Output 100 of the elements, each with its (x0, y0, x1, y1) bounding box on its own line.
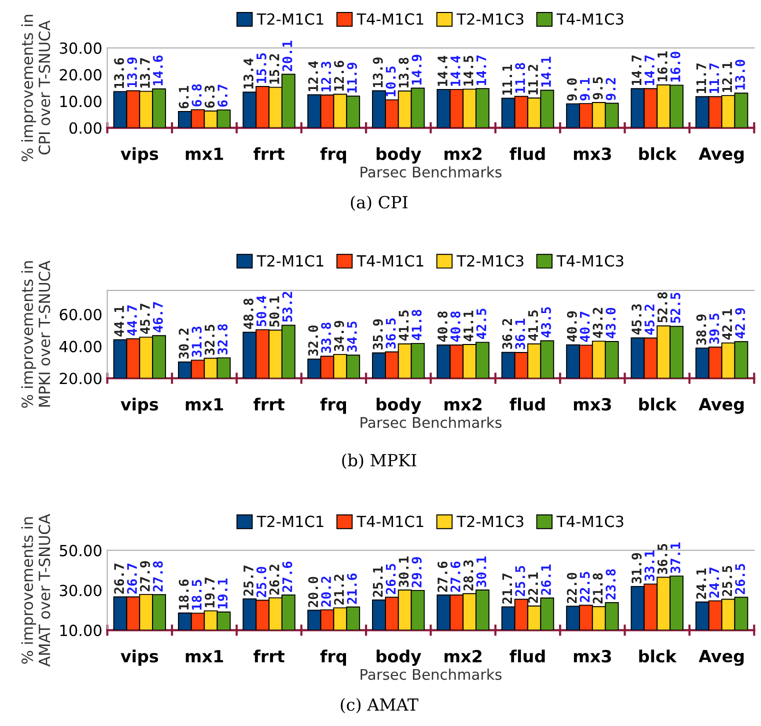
x-tick-label: flud (510, 650, 545, 663)
x-axis-title: Parsec Benchmarks (360, 668, 502, 680)
text: (c) AMAT (340, 698, 418, 714)
data-label: 9.0 (566, 78, 577, 101)
data-label: 52.5 (670, 292, 680, 323)
legend-label: T2-M1C1 (256, 13, 324, 25)
data-label: 32.5 (204, 324, 215, 355)
data-label: 26.5 (735, 564, 746, 594)
legend-label: T2-M1C3 (456, 13, 524, 25)
data-label: 9.1 (580, 78, 590, 100)
y-tick-label: 20.00 (60, 372, 102, 384)
data-label: 48.8 (243, 298, 254, 329)
data-label: 22.5 (580, 572, 590, 602)
y-axis-title: % improvements in CPI over T-SNUCA (21, 14, 50, 162)
data-label: 40.7 (580, 312, 590, 342)
data-label: 42.9 (735, 308, 746, 338)
data-label: 14.7 (476, 55, 486, 86)
x-tick-label: frrt (254, 650, 284, 662)
data-label: 41.5 (398, 310, 409, 341)
data-label: 36.2 (502, 319, 512, 349)
data-label: 29.9 (412, 557, 422, 588)
data-label: 40.9 (566, 311, 577, 342)
data-label: 19.1 (218, 578, 228, 608)
data-label: 12.1 (722, 62, 732, 92)
data-label: 18.5 (192, 580, 202, 610)
data-label: 45.7 (140, 304, 150, 334)
data-label: 36.5 (657, 544, 668, 574)
data-label: 44.7 (127, 305, 137, 336)
data-label: 12.6 (334, 60, 344, 91)
data-label: 21.2 (334, 574, 344, 605)
text: (b) MPKI (342, 454, 416, 469)
data-label: 14.9 (412, 54, 422, 85)
data-label: 14.1 (541, 56, 551, 87)
y-axis-title: % improvements in AMAT over T-SNUCA (21, 514, 50, 667)
y-tick-label: 40.00 (59, 340, 102, 352)
legend-label: T4-M1C3 (556, 255, 624, 267)
data-label: 52.8 (657, 292, 668, 322)
x-tick-label: mx1 (186, 650, 224, 662)
data-label: 6.8 (192, 84, 202, 106)
legend-label: T4-M1C1 (356, 516, 424, 528)
x-tick-label: body (376, 147, 422, 164)
data-label: 12.4 (308, 61, 318, 92)
data-label: 42.1 (722, 309, 732, 340)
data-label: 22.1 (528, 572, 538, 603)
data-label: 35.9 (372, 319, 383, 350)
data-label: 34.9 (334, 320, 344, 352)
x-tick-label: frq (320, 147, 346, 164)
data-label: 41.5 (528, 310, 538, 341)
data-label: 33.1 (644, 550, 654, 581)
data-label: 15.2 (269, 54, 280, 84)
data-label: 26.5 (386, 564, 396, 594)
data-label: 6.1 (178, 86, 189, 108)
x-tick-label: vips (120, 398, 158, 414)
data-label: 25.0 (256, 566, 266, 598)
x-tick-label: frq (320, 650, 346, 666)
data-label: 6.7 (218, 84, 228, 107)
data-label: 25.7 (243, 566, 254, 596)
data-label: 25.5 (722, 566, 732, 596)
y-tick-label: 20.00 (60, 69, 102, 81)
data-label: 9.2 (606, 78, 616, 100)
data-label: 40.8 (438, 311, 448, 342)
data-label: 43.5 (541, 307, 551, 338)
x-tick-label: blck (639, 147, 677, 160)
data-label: 24.7 (709, 568, 719, 598)
data-label: 25.5 (515, 566, 526, 596)
data-label: 14.5 (464, 56, 474, 86)
data-label: 21.6 (346, 574, 357, 604)
x-tick-label: mx3 (574, 650, 611, 663)
data-label: 27.6 (450, 562, 460, 592)
x-tick-label: mx3 (574, 148, 611, 160)
data-label: 36.1 (515, 318, 526, 350)
legend-label: T2-M1C3 (456, 516, 524, 528)
data-label: 19.7 (204, 578, 215, 608)
data-label: 42.5 (476, 308, 486, 340)
data-label: 15.5 (256, 53, 266, 83)
legend-label: T2-M1C3 (456, 255, 524, 267)
data-label: 43.0 (606, 308, 616, 338)
data-label: 11.2 (528, 64, 538, 94)
data-label: 21.7 (502, 574, 512, 604)
data-label: 32.8 (218, 324, 228, 354)
data-label: 11.7 (709, 63, 719, 94)
data-label: 11.8 (515, 63, 526, 93)
data-label: 13.8 (398, 58, 409, 88)
data-label: 37.1 (670, 542, 680, 573)
x-tick-label: flud (510, 398, 545, 411)
data-label: 27.6 (438, 562, 448, 592)
data-label: 39.5 (709, 314, 720, 344)
data-label: 46.7 (152, 302, 163, 332)
x-tick-label: vips (120, 147, 158, 164)
data-label: 27.9 (140, 561, 150, 592)
data-label: 32.0 (308, 325, 318, 356)
data-label: 38.9 (696, 314, 706, 345)
data-label: 27.8 (152, 561, 163, 592)
data-label: 26.1 (541, 564, 551, 595)
data-label: 11.1 (502, 64, 512, 95)
x-tick-label: Aveg (698, 148, 744, 164)
text: (a) CPI (350, 196, 408, 211)
data-label: 6.3 (204, 86, 215, 108)
data-label: 27.6 (282, 562, 292, 592)
data-label: 36.5 (386, 318, 396, 348)
